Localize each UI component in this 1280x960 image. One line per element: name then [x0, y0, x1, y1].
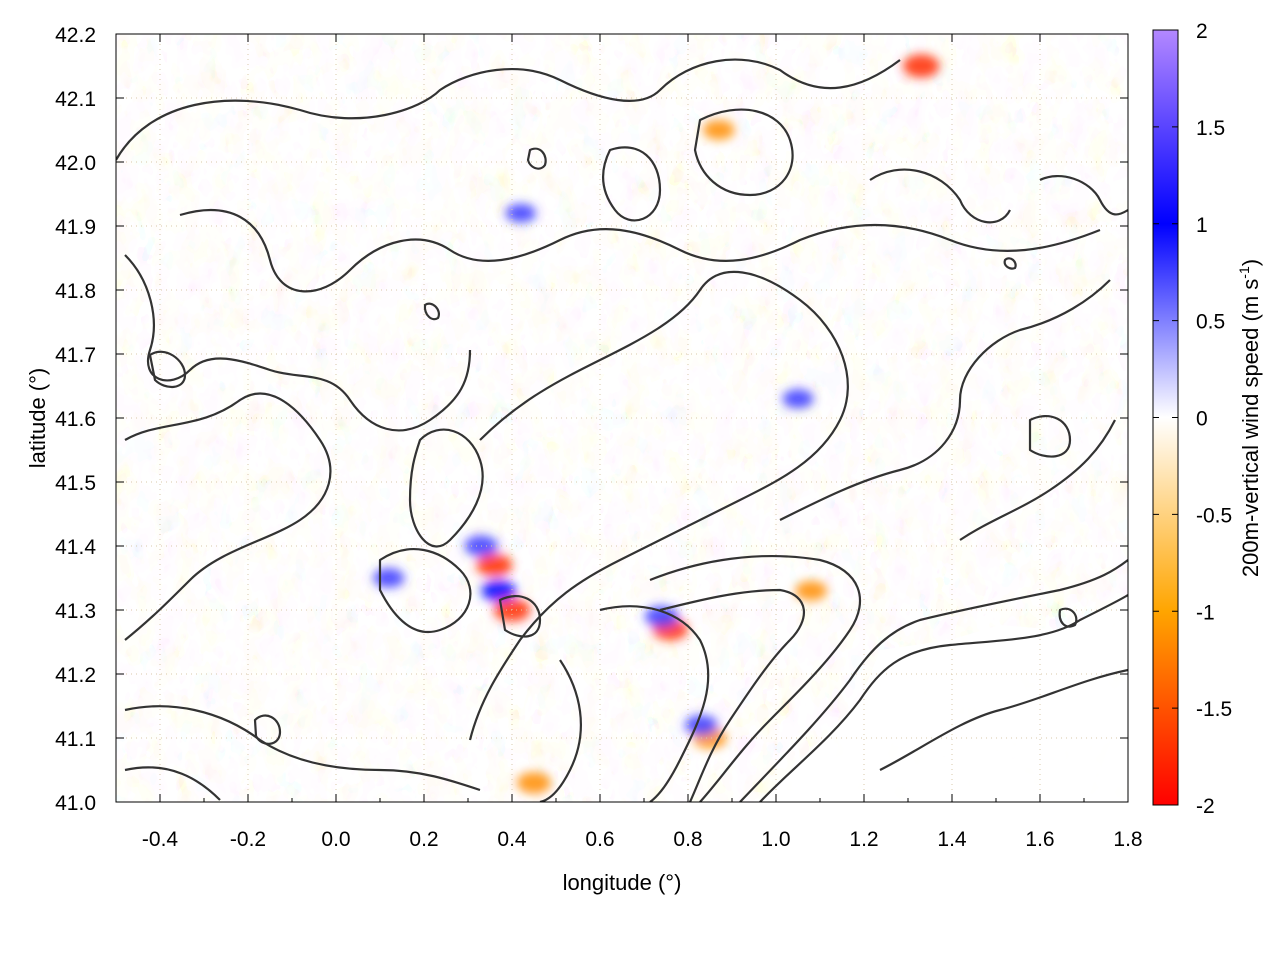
- y-axis: 41.0 41.1 41.2 41.3 41.4 41.5 41.6 41.7 41.8 41.9…: [55, 24, 1128, 815]
- x-tick-label: 0.8: [673, 828, 702, 851]
- contour-line: [498, 595, 542, 638]
- wind-hotspot: [373, 568, 405, 588]
- contour-line: [869, 168, 1011, 224]
- colorbar-tick-label: -2: [1196, 795, 1215, 818]
- contour-line: [693, 108, 794, 197]
- x-tick-label: 0.4: [497, 828, 527, 851]
- contour-line: [1058, 607, 1078, 628]
- contour-line: [423, 302, 440, 321]
- contour-line: [959, 419, 1116, 541]
- colorbar-tick-label: 0: [1196, 408, 1208, 431]
- contour-line: [124, 766, 221, 801]
- contour-line: [599, 605, 710, 802]
- contour-line: [601, 146, 662, 222]
- wind-hotspot: [684, 714, 718, 736]
- y-tick-label: 41.9: [55, 216, 96, 239]
- x-axis-label: longitude (°): [563, 870, 682, 895]
- wind-hotspot: [516, 771, 552, 794]
- contour-line: [539, 659, 582, 802]
- contour-line: [1003, 257, 1017, 270]
- colorbar-label-main: 200m-vertical wind speed (m s: [1238, 279, 1263, 577]
- contour-line: [124, 705, 481, 792]
- colorbar-label: 200m-vertical wind speed (m s-1): [1236, 259, 1263, 577]
- y-tick-label: 41.4: [55, 536, 96, 559]
- terrain-contours: [116, 58, 1128, 802]
- contour-line: [659, 588, 805, 802]
- x-tick-label: 1.4: [937, 828, 967, 851]
- y-tick-label: 42.1: [55, 88, 96, 111]
- wind-hotspot: [644, 605, 679, 628]
- colorbar-tick-label: -1.5: [1196, 698, 1232, 721]
- colorbar-tick-label: 2: [1196, 20, 1208, 43]
- colorbar-tick-label: -1: [1196, 601, 1215, 624]
- x-tick-label: 1.6: [1025, 828, 1054, 851]
- y-tick-label: 41.0: [55, 792, 96, 815]
- x-tick-label: 0.6: [585, 828, 614, 851]
- contour-line: [148, 350, 187, 388]
- colorbar-label-sup: -1: [1236, 266, 1252, 279]
- y-tick-label: 41.6: [55, 408, 96, 431]
- y-tick-label: 41.5: [55, 472, 96, 495]
- y-tick-label: 41.3: [55, 600, 96, 623]
- colorbar-tick-label: 1.5: [1196, 117, 1225, 140]
- colorbar-label-close: ): [1238, 259, 1263, 266]
- plot-area: [116, 34, 1128, 802]
- x-tick-label: 1.2: [849, 828, 878, 851]
- wind-hotspot: [795, 580, 828, 601]
- contour-line: [378, 548, 472, 633]
- grid-lines: [116, 34, 1128, 802]
- colorbar-tick-label: 0.5: [1196, 311, 1225, 334]
- contour-line: [779, 279, 1111, 521]
- contour-line: [124, 254, 472, 432]
- wind-hotspot: [505, 203, 536, 223]
- wind-hotspot: [782, 389, 814, 409]
- x-tick-label: 0.0: [321, 828, 350, 851]
- x-tick-label: 1.8: [1113, 828, 1142, 851]
- wind-hotspot: [902, 54, 940, 78]
- contour-line: [879, 668, 1128, 771]
- y-tick-label: 41.7: [55, 344, 96, 367]
- x-tick-label: 0.2: [409, 828, 438, 851]
- colorbar-tick-label: 1: [1196, 214, 1208, 237]
- wind-hotspot: [476, 553, 513, 577]
- y-tick-label: 41.1: [55, 728, 96, 751]
- y-axis-label: latitude (°): [25, 368, 50, 469]
- contour-line: [179, 208, 1101, 293]
- contour-line: [649, 554, 862, 802]
- colorbar-ticks: 2 1.5 1 0.5 0 -0.5 -1 -1.5 -2: [1153, 20, 1232, 818]
- wind-hotspot: [702, 120, 735, 140]
- x-tick-label: -0.4: [142, 828, 179, 851]
- contour-line: [1028, 415, 1072, 458]
- colorbar: 2 1.5 1 0.5 0 -0.5 -1 -1.5 -2 200m-vertical wind…: [1152, 20, 1263, 818]
- y-tick-label: 41.2: [55, 664, 96, 687]
- contour-line: [408, 428, 484, 548]
- x-tick-label: 1.0: [761, 828, 790, 851]
- calm-sea-region: [760, 600, 1128, 802]
- x-axis: -0.4 -0.2 0.0 0.2 0.4 0.6 0.8 1.0 1.2 1.4 1.6 1.8: [115, 34, 1143, 851]
- contour-line: [124, 392, 332, 641]
- contour-line: [116, 58, 901, 161]
- y-tick-label: 42.2: [55, 24, 96, 47]
- contour-line: [759, 594, 1128, 802]
- colorbar-tick-label: -0.5: [1196, 504, 1232, 527]
- x-tick-label: -0.2: [230, 828, 266, 851]
- y-tick-label: 41.8: [55, 280, 96, 303]
- y-tick-label: 42.0: [55, 152, 96, 175]
- contour-line: [739, 559, 1128, 802]
- contour-line: [1039, 175, 1128, 216]
- contour-line: [468, 270, 849, 741]
- contour-line: [526, 147, 547, 170]
